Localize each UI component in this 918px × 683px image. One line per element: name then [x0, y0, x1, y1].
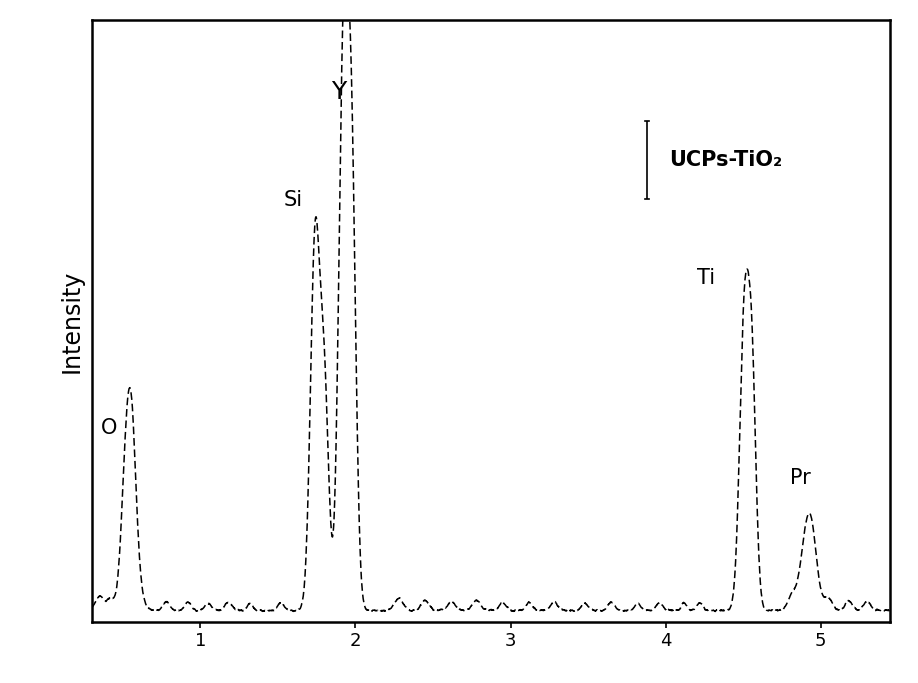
Y-axis label: Intensity: Intensity — [60, 269, 84, 373]
Text: Y: Y — [330, 80, 346, 104]
Text: Ti: Ti — [697, 268, 715, 288]
Text: UCPs-TiO₂: UCPs-TiO₂ — [668, 150, 782, 169]
Text: Si: Si — [284, 190, 303, 210]
Text: Pr: Pr — [789, 468, 811, 488]
Text: O: O — [101, 418, 118, 438]
